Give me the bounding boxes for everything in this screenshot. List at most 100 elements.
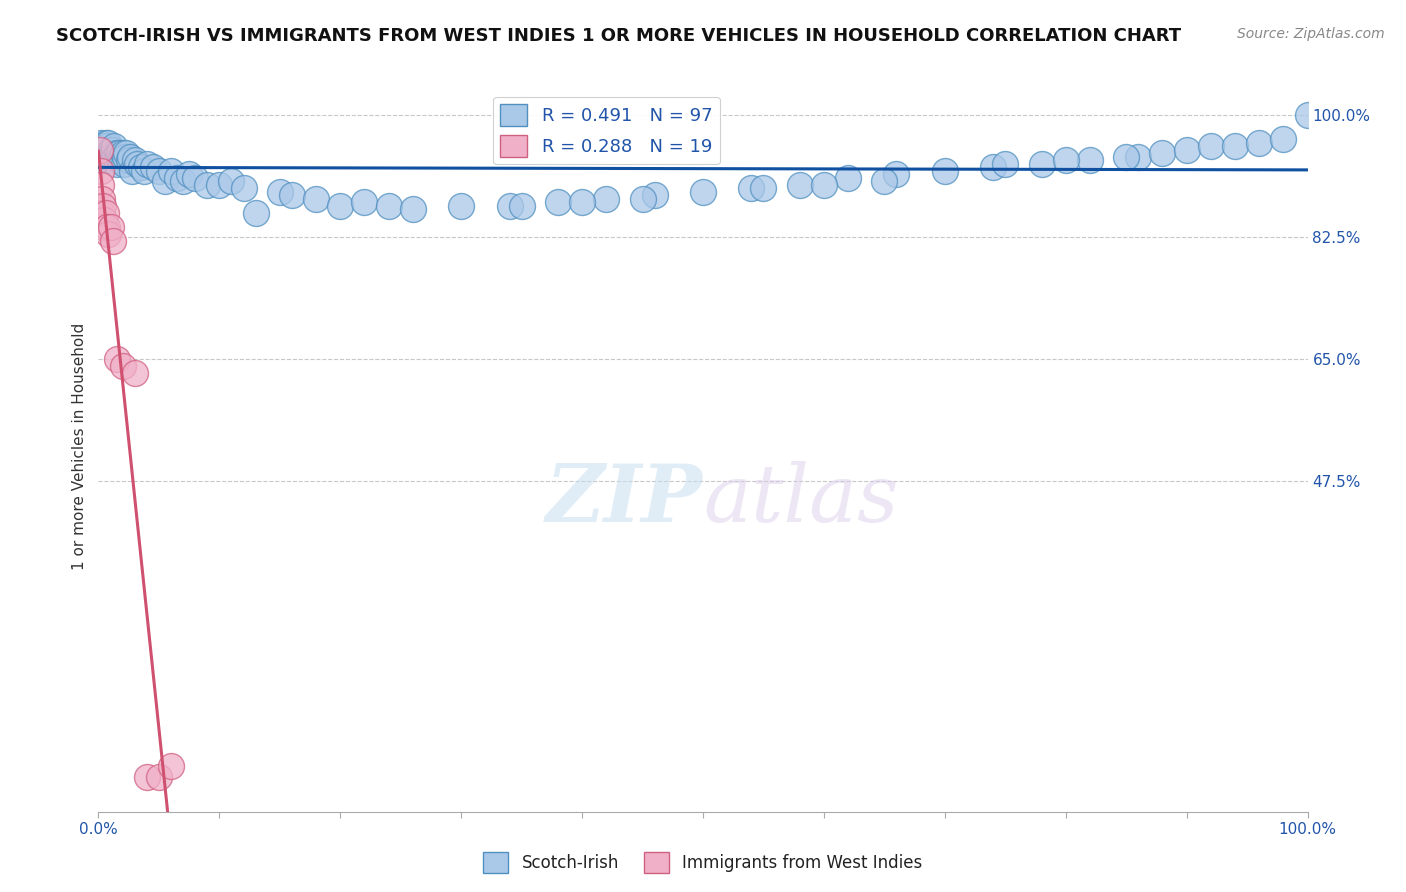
Point bbox=[124, 366, 146, 380]
Point bbox=[994, 157, 1017, 171]
Point bbox=[93, 153, 115, 168]
Point bbox=[135, 157, 157, 171]
Legend: Scotch-Irish, Immigrants from West Indies: Scotch-Irish, Immigrants from West Indie… bbox=[477, 846, 929, 880]
Point bbox=[153, 174, 176, 188]
Point bbox=[112, 157, 135, 171]
Point bbox=[1223, 139, 1246, 153]
Point bbox=[353, 195, 375, 210]
Point bbox=[96, 153, 118, 168]
Point bbox=[90, 178, 112, 192]
Point bbox=[1078, 153, 1101, 168]
Point bbox=[97, 143, 120, 157]
Point bbox=[101, 150, 124, 164]
Point bbox=[160, 759, 183, 773]
Point bbox=[498, 199, 520, 213]
Point bbox=[91, 146, 114, 161]
Point bbox=[107, 150, 129, 164]
Point bbox=[1175, 143, 1198, 157]
Point bbox=[221, 174, 243, 188]
Point bbox=[104, 150, 127, 164]
Point bbox=[134, 164, 156, 178]
Point bbox=[547, 195, 569, 210]
Point bbox=[111, 146, 134, 161]
Point bbox=[179, 167, 201, 181]
Point bbox=[166, 170, 188, 185]
Point bbox=[1128, 150, 1150, 164]
Point bbox=[108, 146, 131, 161]
Point bbox=[111, 359, 134, 373]
Point bbox=[108, 153, 131, 168]
Point bbox=[740, 181, 762, 195]
Text: Source: ZipAtlas.com: Source: ZipAtlas.com bbox=[1237, 27, 1385, 41]
Point bbox=[93, 146, 115, 161]
Point bbox=[245, 205, 267, 219]
Point bbox=[94, 205, 117, 219]
Point bbox=[595, 192, 617, 206]
Point bbox=[873, 174, 896, 188]
Point bbox=[91, 139, 114, 153]
Text: ZIP: ZIP bbox=[546, 461, 703, 538]
Point bbox=[96, 139, 118, 153]
Point bbox=[142, 161, 165, 175]
Point bbox=[305, 192, 328, 206]
Point bbox=[129, 161, 152, 175]
Point bbox=[91, 143, 114, 157]
Point bbox=[94, 150, 117, 164]
Point bbox=[91, 192, 114, 206]
Point bbox=[90, 164, 112, 178]
Point bbox=[100, 153, 122, 168]
Point bbox=[115, 146, 138, 161]
Point bbox=[103, 146, 125, 161]
Point bbox=[1054, 153, 1077, 168]
Point bbox=[91, 219, 114, 234]
Point bbox=[329, 199, 352, 213]
Point bbox=[103, 139, 125, 153]
Point bbox=[94, 143, 117, 157]
Point bbox=[100, 150, 122, 164]
Point bbox=[1272, 132, 1295, 146]
Point bbox=[195, 178, 218, 192]
Point bbox=[281, 188, 304, 202]
Point bbox=[101, 234, 124, 248]
Point bbox=[208, 178, 231, 192]
Point bbox=[114, 150, 136, 164]
Point bbox=[510, 199, 533, 213]
Point bbox=[96, 219, 118, 234]
Point bbox=[1115, 150, 1137, 164]
Point bbox=[981, 161, 1004, 175]
Point bbox=[98, 153, 121, 168]
Point bbox=[571, 195, 593, 210]
Point bbox=[96, 146, 118, 161]
Point bbox=[377, 199, 399, 213]
Point bbox=[644, 188, 666, 202]
Point bbox=[934, 164, 956, 178]
Point bbox=[100, 219, 122, 234]
Point bbox=[91, 150, 114, 164]
Point bbox=[1249, 136, 1271, 150]
Point bbox=[93, 212, 115, 227]
Point bbox=[100, 146, 122, 161]
Text: SCOTCH-IRISH VS IMMIGRANTS FROM WEST INDIES 1 OR MORE VEHICLES IN HOUSEHOLD CORR: SCOTCH-IRISH VS IMMIGRANTS FROM WEST IND… bbox=[56, 27, 1181, 45]
Point bbox=[101, 143, 124, 157]
Point bbox=[450, 199, 472, 213]
Point bbox=[886, 167, 908, 181]
Point bbox=[91, 205, 114, 219]
Point bbox=[631, 192, 654, 206]
Point bbox=[692, 185, 714, 199]
Point bbox=[148, 164, 170, 178]
Point bbox=[184, 170, 207, 185]
Point bbox=[269, 185, 291, 199]
Point bbox=[110, 150, 132, 164]
Point bbox=[135, 770, 157, 784]
Point bbox=[402, 202, 425, 216]
Point bbox=[118, 150, 141, 164]
Point bbox=[118, 153, 141, 168]
Point bbox=[89, 143, 111, 157]
Point bbox=[91, 199, 114, 213]
Point bbox=[1031, 157, 1053, 171]
Point bbox=[148, 770, 170, 784]
Point bbox=[93, 139, 115, 153]
Point bbox=[97, 150, 120, 164]
Point bbox=[97, 227, 120, 241]
Point bbox=[837, 170, 859, 185]
